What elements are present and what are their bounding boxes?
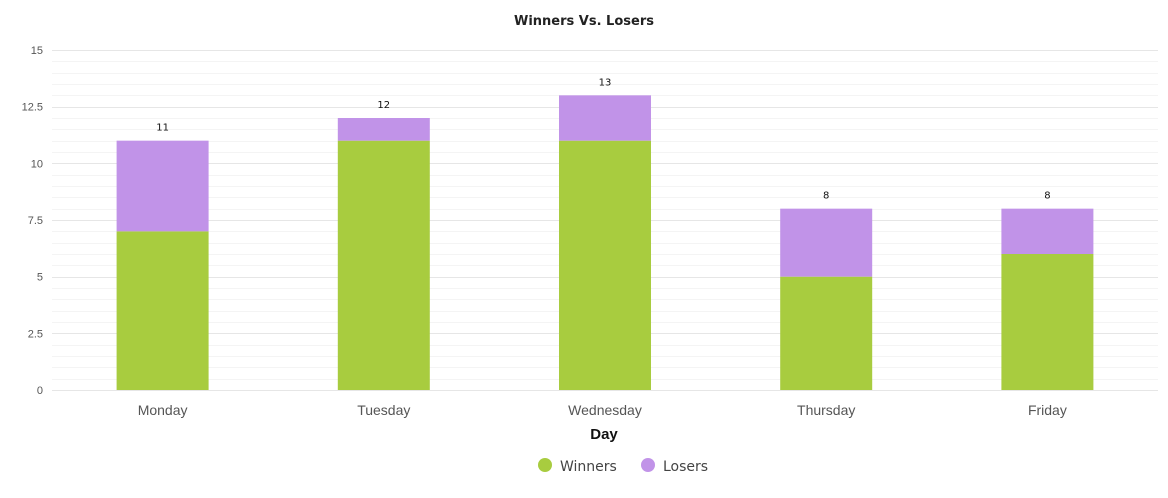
x-tick-label: Tuesday (357, 402, 410, 418)
bar-winners-thursday[interactable] (780, 276, 873, 390)
legend-item-losers[interactable]: Losers (641, 458, 708, 475)
bar-losers-friday[interactable] (1001, 208, 1094, 254)
x-tick-label: Thursday (797, 402, 855, 418)
y-tick-label: 10 (31, 158, 43, 170)
y-tick-label: 7.5 (28, 215, 43, 227)
y-tick-label: 0 (37, 385, 43, 397)
legend-marker (641, 458, 655, 472)
bar-losers-thursday[interactable] (780, 208, 873, 277)
data-label-total: 8 (1044, 191, 1050, 202)
bar-winners-monday[interactable] (116, 231, 209, 390)
x-tick-label: Monday (138, 402, 188, 418)
data-labels: 11 12 13 8 8 (156, 77, 1050, 201)
data-label-total: 13 (599, 77, 612, 88)
y-tick-label: 2.5 (28, 328, 43, 340)
legend-label: Losers (663, 459, 708, 475)
legend: Winners Losers (538, 458, 708, 475)
y-axis: 0 2.5 5 7.5 10 12.5 15 (22, 45, 43, 397)
data-label-total: 12 (377, 100, 390, 111)
y-tick-label: 15 (31, 45, 43, 57)
bar-winners-friday[interactable] (1001, 254, 1094, 390)
legend-label: Winners (560, 459, 617, 475)
chart-title: Winners Vs. Losers (514, 14, 654, 29)
legend-marker (538, 458, 552, 472)
data-label-total: 11 (156, 123, 169, 134)
bar-losers-tuesday[interactable] (337, 118, 430, 141)
data-label-total: 8 (823, 191, 829, 202)
bars (116, 95, 1094, 390)
bar-winners-wednesday[interactable] (559, 140, 651, 390)
y-tick-label: 5 (37, 272, 43, 284)
bar-losers-wednesday[interactable] (559, 95, 651, 141)
bar-losers-monday[interactable] (116, 140, 209, 232)
bar-winners-tuesday[interactable] (337, 140, 430, 390)
x-tick-label: Friday (1028, 402, 1067, 418)
legend-item-winners[interactable]: Winners (538, 458, 617, 475)
y-tick-label: 12.5 (22, 102, 43, 114)
x-tick-label: Wednesday (568, 402, 642, 418)
x-axis-title: Day (590, 426, 618, 443)
x-axis: Monday Tuesday Wednesday Thursday Friday (138, 402, 1067, 418)
